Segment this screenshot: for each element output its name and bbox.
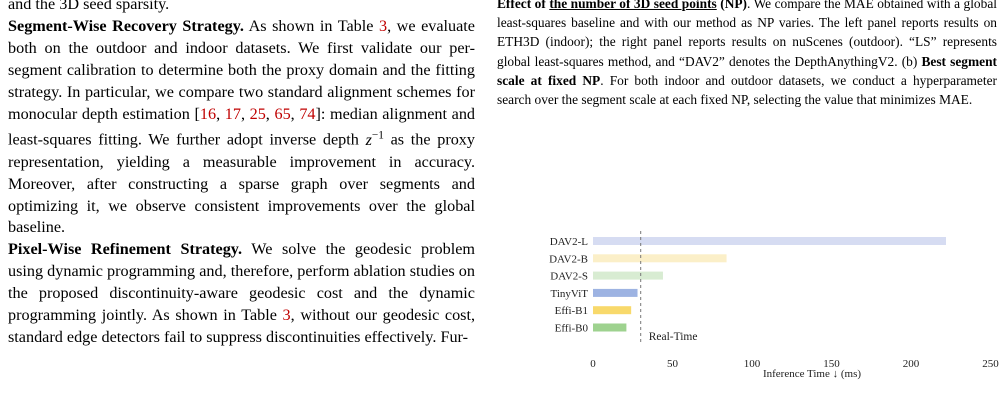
caption-text: . We compare the MAE obtained with a glo… — [497, 0, 997, 69]
caption-np-label: the number of 3D seed points — [549, 0, 717, 11]
category-label: Effi-B0 — [555, 323, 589, 335]
x-axis-title: Inference Time ↓ (ms) — [763, 368, 861, 380]
text-run: ]: median alignment and least-squares fi… — [8, 104, 476, 149]
x-tick-label: 150 — [823, 358, 840, 370]
math-inverse-depth: z−1 — [365, 129, 384, 149]
left-text-column: and the 3D seed sparsity. Segment-Wise R… — [8, 0, 475, 349]
text-run: as the proxy representation, yielding a … — [8, 130, 475, 237]
caption-lead: Effect of — [497, 0, 550, 11]
category-label: TinyViT — [551, 288, 589, 300]
para-pixel-wise: Pixel-Wise Refinement Strategy. We solve… — [8, 239, 475, 349]
bar-effi-b0 — [593, 323, 627, 332]
text-line: and the 3D seed sparsity. — [8, 0, 170, 13]
right-caption-column: Effect of the number of 3D seed points (… — [497, 0, 997, 109]
category-label: DAV2-S — [550, 271, 588, 283]
figure-caption: Effect of the number of 3D seed points (… — [497, 0, 997, 109]
category-label: DAV2-B — [549, 253, 588, 265]
text-run: , we evaluate both on the outdoor and in… — [8, 16, 475, 123]
section-heading-pixel: Pixel-Wise Refinement Strategy. — [8, 240, 243, 259]
x-tick-label: 0 — [590, 358, 596, 370]
text-run: , without our geodesic cost, standard ed… — [8, 306, 476, 346]
citation-link[interactable]: 65 — [274, 104, 291, 123]
x-tick-label: 100 — [744, 358, 761, 370]
caption-np-abbr: (NP) — [716, 0, 747, 11]
category-label: Effi-B1 — [555, 305, 588, 317]
citation-link[interactable]: 74 — [299, 104, 316, 123]
bar-dav2-s — [593, 271, 663, 280]
x-tick-label: 200 — [903, 358, 920, 370]
bar-tinyvit — [593, 288, 638, 297]
inference-time-chart: DAV2-L DAV2-B DAV2-S TinyViT Effi-B1 Effi-B0 R… — [549, 231, 999, 380]
para-intro-tail: and the 3D seed sparsity. — [8, 0, 475, 16]
para-segment-wise: Segment-Wise Recovery Strategy. As shown… — [8, 16, 476, 237]
category-label: DAV2-L — [550, 236, 589, 248]
x-tick-label: 250 — [982, 358, 999, 370]
bar-dav2-l — [593, 237, 946, 245]
caption-bold-b: Best segment scale at fixed NP — [497, 53, 998, 88]
table-ref-link[interactable]: 3 — [379, 16, 388, 35]
caption-text: . For both indoor and outdoor datasets, … — [497, 72, 997, 108]
citation-link[interactable]: 17 — [224, 104, 241, 123]
citation-link[interactable]: 25 — [249, 104, 266, 123]
bar-effi-b1 — [593, 306, 632, 315]
table-ref-link[interactable]: 3 — [282, 306, 291, 325]
real-time-label: Real-Time — [649, 331, 698, 343]
section-heading-segment: Segment-Wise Recovery Strategy. — [8, 16, 244, 35]
x-tick-label: 50 — [667, 358, 679, 370]
bar-dav2-b — [593, 254, 727, 263]
text-run: As shown in Table — [243, 16, 379, 35]
text-run: We solve the geodesic problem using dyna… — [8, 240, 475, 325]
citation-link[interactable]: 16 — [199, 104, 217, 123]
